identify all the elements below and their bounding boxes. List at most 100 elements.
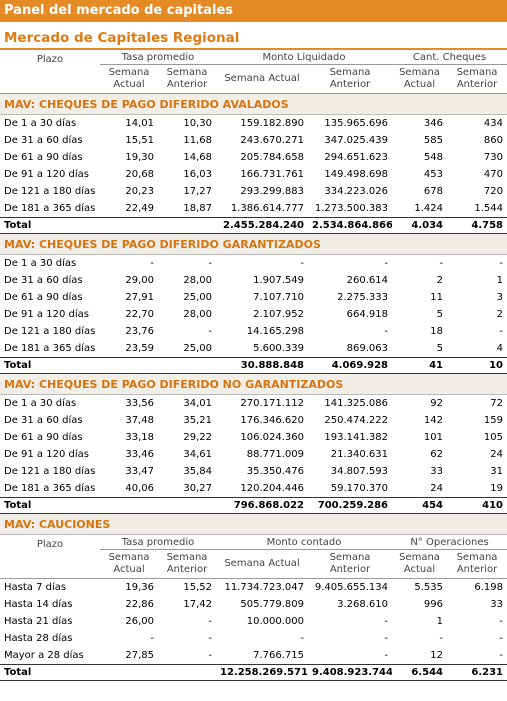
group-header: Tasa promedio	[100, 534, 216, 550]
value-cell: 470	[483, 169, 503, 180]
value-cell: -	[439, 258, 443, 269]
total-label: Total	[0, 357, 100, 374]
value-cell: 35.350.476	[246, 466, 304, 477]
data-row: De 121 a 180 días 20,23 17,27 293.299.883 33…	[0, 183, 507, 200]
data-row: De 61 a 90 días 33,18 29,22 106.024.360 193.…	[0, 429, 507, 446]
value-cell: 149.498.698	[324, 169, 388, 180]
data-row: Hasta 28 días - - - - - -	[0, 630, 507, 647]
value-cell: 88.771.009	[246, 449, 304, 460]
term-cell: De 121 a 180 días	[4, 466, 96, 477]
column-header: Semana Anterior	[447, 64, 507, 94]
value-cell: 27,85	[125, 650, 154, 661]
data-row: Mayor a 28 días 27,85 - 7.766.715 - 12 -	[0, 647, 507, 665]
value-cell: 3	[496, 292, 503, 303]
value-cell: 22,70	[125, 309, 154, 320]
value-cell: 11,68	[183, 135, 212, 146]
value-cell: 5	[436, 309, 443, 320]
term-cell: De 1 a 30 días	[4, 118, 77, 129]
section-header-row: MAV: CAUCIONES	[0, 513, 507, 535]
total-cell: 2.455.284.240	[216, 217, 308, 234]
column-header: Semana Anterior	[308, 64, 392, 94]
value-cell: 62	[430, 449, 443, 460]
value-cell: 347.025.439	[324, 135, 388, 146]
value-cell: -	[208, 326, 212, 337]
value-cell: 19	[490, 483, 503, 494]
total-cell	[158, 357, 216, 374]
value-cell: 18,87	[183, 203, 212, 214]
value-cell: 11	[430, 292, 443, 303]
value-cell: 33,46	[125, 449, 154, 460]
total-cell: 2.534.864.866	[308, 217, 392, 234]
term-cell: De 181 a 365 días	[4, 203, 96, 214]
market-table: Plazo Tasa promedio Monto Liquidado Cant. C…	[0, 50, 507, 681]
total-cell	[100, 217, 158, 234]
group-header: Tasa promedio	[100, 50, 216, 65]
column-header: Semana Actual	[100, 64, 158, 94]
section-header-row: MAV: CHEQUES DE PAGO DIFERIDO GARANTIZAD…	[0, 233, 507, 255]
value-cell: 678	[423, 186, 443, 197]
data-row: De 121 a 180 días 23,76 - 14.165.298 - 18 -	[0, 323, 507, 340]
value-cell: 548	[423, 152, 443, 163]
value-cell: 869.063	[346, 343, 388, 354]
total-cell: 12.258.269.571	[216, 664, 308, 681]
value-cell: 28,00	[183, 275, 212, 286]
value-cell: 243.670.271	[240, 135, 304, 146]
value-cell: 5.600.339	[253, 343, 304, 354]
value-cell: 15,52	[183, 582, 212, 593]
value-cell: 19,36	[125, 582, 154, 593]
value-cell: 453	[423, 169, 443, 180]
value-cell: 17,27	[183, 186, 212, 197]
value-cell: 14,01	[125, 118, 154, 129]
data-row: De 91 a 120 días 22,70 28,00 2.107.952 664.9…	[0, 306, 507, 323]
total-cell	[100, 497, 158, 514]
section-title: MAV: CHEQUES DE PAGO DIFERIDO NO GARANTI…	[0, 373, 507, 395]
term-cell: De 31 a 60 días	[4, 415, 83, 426]
column-header: Semana Actual	[216, 64, 308, 94]
value-cell: -	[208, 258, 212, 269]
value-cell: 166.731.761	[240, 169, 304, 180]
value-cell: 33,56	[125, 398, 154, 409]
value-cell: 12	[430, 650, 443, 661]
column-header-row: Semana Actual Semana Anterior Semana Actua…	[0, 549, 507, 579]
value-cell: 1.424	[414, 203, 443, 214]
value-cell: 293.299.883	[240, 186, 304, 197]
value-cell: 1	[496, 275, 503, 286]
page-subtitle: Mercado de Capitales Regional	[0, 28, 507, 50]
data-row: De 91 a 120 días 33,46 34,61 88.771.009 21.3…	[0, 446, 507, 463]
value-cell: 27,91	[125, 292, 154, 303]
total-cell	[158, 664, 216, 681]
column-header: Semana Actual	[392, 64, 447, 94]
value-cell: 24	[490, 449, 503, 460]
value-cell: 101	[423, 432, 443, 443]
value-cell: -	[208, 616, 212, 627]
value-cell: 3.268.610	[337, 599, 388, 610]
value-cell: 25,00	[183, 343, 212, 354]
value-cell: 29,00	[125, 275, 154, 286]
data-row: De 181 a 365 días 40,06 30,27 120.204.446 59…	[0, 480, 507, 498]
term-cell: De 121 a 180 días	[4, 186, 96, 197]
value-cell: 34.807.593	[330, 466, 388, 477]
total-label: Total	[0, 217, 100, 234]
total-cell	[158, 497, 216, 514]
value-cell: 9.405.655.134	[314, 582, 388, 593]
column-header: Semana Anterior	[308, 549, 392, 579]
term-cell: De 31 a 60 días	[4, 275, 83, 286]
section-title: MAV: CAUCIONES	[0, 513, 507, 535]
value-cell: 31	[490, 466, 503, 477]
column-header: Semana Actual	[392, 549, 447, 579]
value-cell: 2	[436, 275, 443, 286]
value-cell: -	[499, 650, 503, 661]
column-header: Semana Actual	[100, 549, 158, 579]
total-cell: 30.888.848	[216, 357, 308, 374]
value-cell: 20,23	[125, 186, 154, 197]
total-cell	[100, 357, 158, 374]
data-row: De 1 a 30 días - - - - - -	[0, 255, 507, 273]
total-cell: 6.544	[392, 664, 447, 681]
total-cell: 9.408.923.744	[308, 664, 392, 681]
value-cell: -	[384, 633, 388, 644]
value-cell: 25,00	[183, 292, 212, 303]
value-cell: 14,68	[183, 152, 212, 163]
value-cell: 120.204.446	[240, 483, 304, 494]
value-cell: -	[150, 633, 154, 644]
